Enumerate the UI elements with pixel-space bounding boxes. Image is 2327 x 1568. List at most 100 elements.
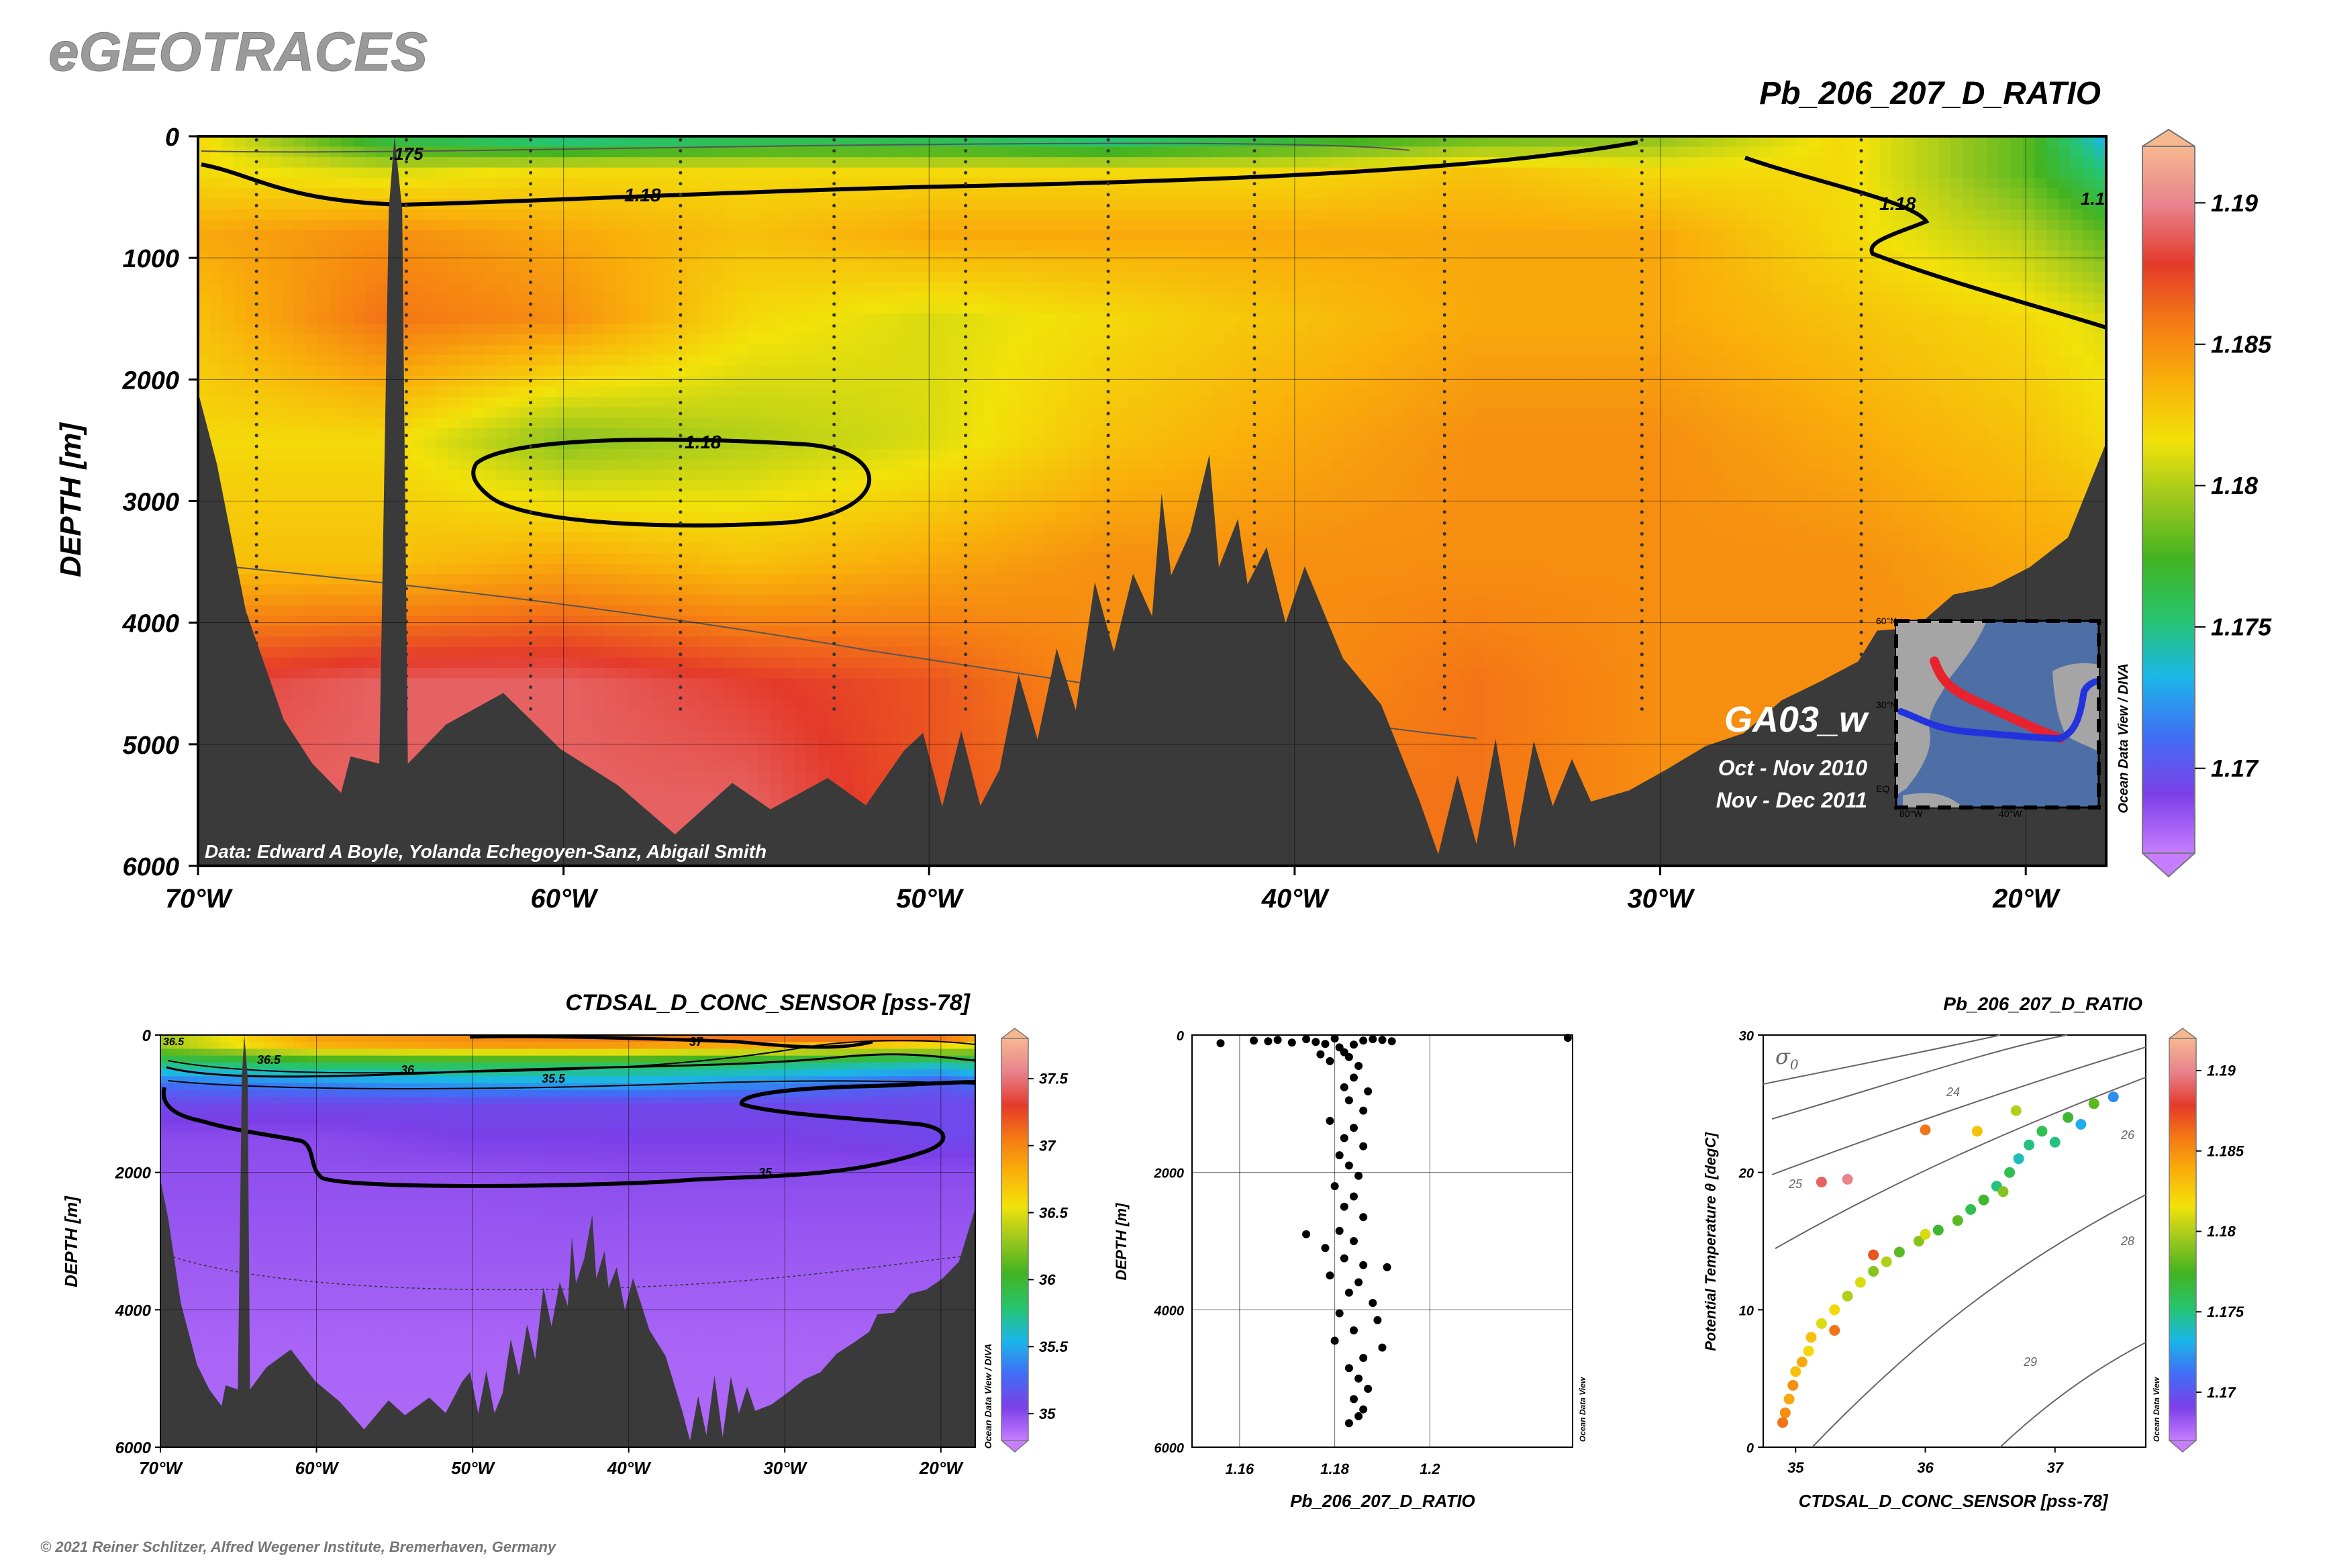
heat-cell [663, 271, 676, 283]
heat-cell [1140, 292, 1153, 304]
heat-cell [221, 355, 235, 366]
heat-cell [1342, 209, 1356, 220]
heat-cell [1140, 188, 1153, 199]
heat-cell [1450, 250, 1463, 262]
heat-cell [1903, 271, 1916, 283]
heat-cell [2082, 178, 2095, 189]
heat-cell [1509, 250, 1523, 262]
heat-cell [663, 282, 676, 293]
heat-cell [985, 438, 998, 450]
heat-cell [1677, 209, 1689, 220]
heat-cell [913, 157, 926, 168]
heat-cell [1772, 199, 1785, 210]
heat-cell [1462, 355, 1475, 366]
heat-cell [508, 365, 521, 377]
heat-cell [1414, 188, 1427, 199]
heat-cell [1271, 386, 1284, 397]
heat-cell [1891, 209, 1904, 220]
heat-cell [1581, 324, 1594, 335]
heat-cell [209, 282, 223, 293]
heat-cell [734, 397, 748, 408]
heat-cell [364, 324, 378, 335]
heat-cell [639, 250, 652, 262]
heat-cell [1128, 157, 1141, 168]
heat-cell [2034, 397, 2047, 408]
heat-cell [221, 209, 235, 220]
heat-cell [1211, 219, 1224, 231]
heat-cell [567, 178, 581, 189]
heat-cell [615, 303, 628, 314]
heat-cell [556, 250, 568, 262]
heat-cell [639, 219, 652, 231]
heat-cell [2070, 157, 2083, 168]
heat-cell [1665, 376, 1678, 387]
heat-cell [1104, 324, 1117, 335]
heat-cell [1605, 282, 1618, 293]
heat-cell [317, 376, 330, 387]
heat-cell [675, 303, 688, 314]
heat-cell [889, 209, 903, 220]
heat-cell [2070, 407, 2083, 418]
heat-cell [1677, 418, 1689, 429]
heat-cell [1247, 344, 1260, 356]
heat-cell [424, 365, 438, 377]
heat-cell [1509, 376, 1523, 387]
heat-cell [293, 397, 306, 408]
heat-cell [889, 376, 903, 387]
heat-cell [1545, 271, 1558, 283]
heat-cell [758, 344, 771, 356]
heat-cell [734, 209, 748, 220]
heat-cell [1999, 167, 2012, 179]
heat-cell [1307, 178, 1320, 189]
heat-cell [1677, 261, 1689, 273]
heat-cell [806, 428, 819, 440]
heat-cell [1832, 418, 1844, 429]
heat-cell [770, 146, 783, 158]
heat-cell [1032, 407, 1046, 418]
heat-cell [448, 250, 461, 262]
heat-cell [544, 355, 556, 366]
heat-cell [1700, 240, 1714, 252]
heat-cell [1497, 303, 1511, 314]
heat-cell [1891, 157, 1904, 168]
heat-cell [1247, 428, 1260, 440]
heat-cell [1903, 313, 1916, 325]
heat-cell [436, 178, 449, 189]
heat-cell [1545, 428, 1558, 440]
heat-cell [1689, 428, 1701, 440]
heat-cell [1056, 438, 1069, 450]
heat-cell [2034, 344, 2047, 356]
heat-cell [1545, 282, 1558, 293]
heat-cell [866, 167, 879, 179]
heat-cell [2058, 167, 2071, 179]
heat-cell [1629, 407, 1642, 418]
heat-cell [1891, 438, 1904, 450]
heat-cell [591, 418, 604, 429]
heat-cell [1772, 438, 1785, 450]
heat-cell [567, 271, 581, 283]
heat-cell [1509, 324, 1523, 335]
heat-cell [1999, 136, 2012, 148]
heat-cell [1760, 146, 1773, 158]
heat-cell [1354, 292, 1368, 304]
heat-cell [1975, 292, 1988, 304]
heat-cell [401, 324, 413, 335]
heat-cell [806, 199, 819, 210]
heat-cell [973, 199, 986, 210]
heat-cell [1259, 136, 1272, 148]
heat-cell [484, 146, 497, 158]
heat-cell [496, 261, 509, 273]
heat-cell [1569, 271, 1582, 283]
heat-cell [305, 167, 318, 179]
heat-cell [997, 250, 1010, 262]
heat-cell [556, 428, 568, 440]
heat-cell [1999, 313, 2012, 325]
heat-cell [1199, 240, 1213, 252]
heat-cell [866, 199, 879, 210]
heat-cell [973, 167, 986, 179]
heat-cell [544, 188, 556, 199]
heat-cell [758, 428, 771, 440]
heat-cell [1187, 355, 1201, 366]
heat-cell [364, 407, 378, 418]
heat-cell [1367, 324, 1379, 335]
